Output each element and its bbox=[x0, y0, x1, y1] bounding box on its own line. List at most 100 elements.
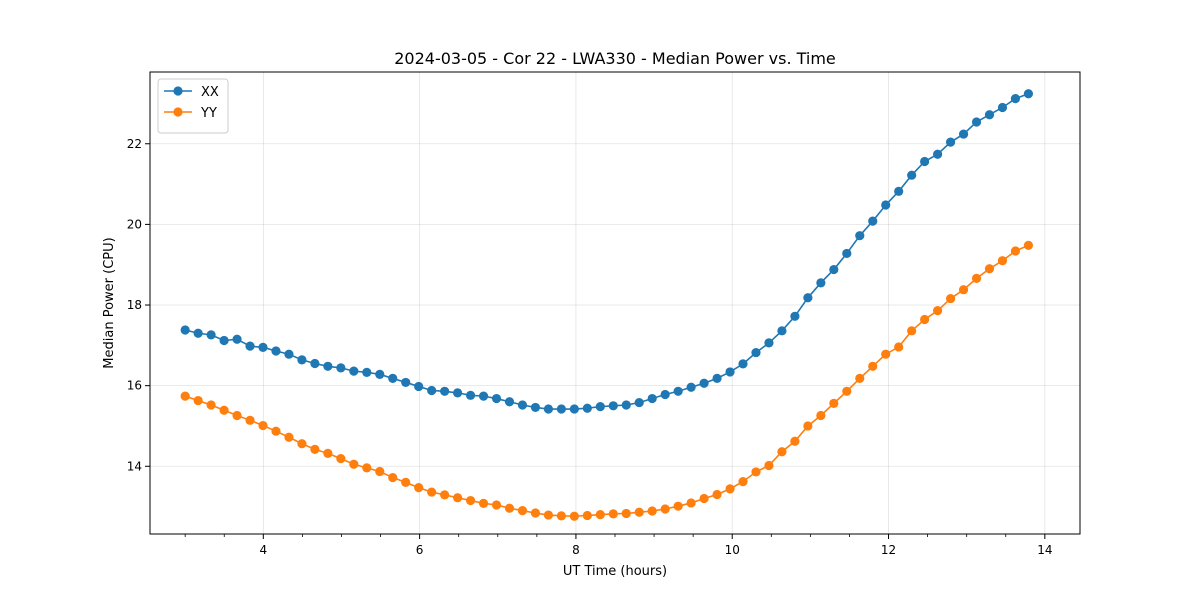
data-point-xx bbox=[349, 366, 359, 376]
data-point-xx bbox=[530, 402, 541, 413]
data-point-xx bbox=[699, 378, 709, 388]
data-point-yy bbox=[232, 410, 242, 421]
data-point-yy bbox=[401, 477, 411, 487]
data-point-yy bbox=[362, 463, 372, 473]
data-point-xx bbox=[375, 369, 385, 379]
data-point-yy bbox=[984, 264, 995, 274]
data-point-yy bbox=[881, 349, 891, 359]
data-point-yy bbox=[958, 285, 969, 295]
y-axis-label: Median Power (CPU) bbox=[102, 237, 117, 368]
data-point-xx bbox=[582, 403, 592, 413]
data-point-xx bbox=[388, 373, 398, 383]
data-point-xx bbox=[855, 231, 865, 241]
data-point-yy bbox=[323, 448, 333, 458]
data-point-xx bbox=[829, 264, 839, 275]
data-point-yy bbox=[414, 483, 424, 493]
data-point-xx bbox=[219, 335, 229, 346]
data-point-yy bbox=[453, 493, 463, 503]
x-tick-label: 8 bbox=[572, 543, 580, 557]
data-point-yy bbox=[945, 293, 956, 304]
data-point-xx bbox=[401, 377, 411, 388]
data-point-xx bbox=[556, 404, 566, 414]
y-tick-label: 20 bbox=[127, 217, 142, 231]
data-point-yy bbox=[271, 426, 281, 436]
data-point-yy bbox=[180, 391, 190, 401]
data-point-xx bbox=[232, 334, 242, 344]
data-point-yy bbox=[673, 501, 683, 511]
data-point-xx bbox=[738, 359, 748, 369]
data-point-xx bbox=[945, 137, 956, 147]
data-point-yy bbox=[634, 507, 644, 517]
data-point-xx bbox=[245, 341, 255, 351]
legend-label-yy: YY bbox=[200, 106, 217, 121]
data-point-xx bbox=[790, 311, 800, 321]
data-point-yy bbox=[997, 256, 1008, 266]
x-tick-label: 14 bbox=[1037, 543, 1052, 557]
data-point-yy bbox=[621, 508, 631, 519]
data-point-xx bbox=[686, 382, 696, 392]
data-point-yy bbox=[608, 509, 618, 519]
data-point-xx bbox=[660, 389, 670, 400]
data-point-yy bbox=[219, 405, 229, 415]
data-point-xx bbox=[180, 325, 190, 335]
data-point-xx bbox=[258, 342, 268, 352]
data-point-xx bbox=[453, 388, 463, 398]
data-point-yy bbox=[829, 398, 839, 408]
data-point-yy bbox=[349, 459, 359, 469]
legend-marker-xx bbox=[173, 86, 183, 96]
data-point-yy bbox=[569, 511, 579, 521]
x-axis: 4 6 8 10 12 14 bbox=[184, 534, 1052, 557]
data-point-xx bbox=[920, 156, 930, 167]
data-point-yy bbox=[816, 410, 826, 421]
data-point-yy bbox=[284, 432, 294, 442]
data-point-xx bbox=[543, 404, 554, 414]
data-point-xx bbox=[478, 391, 489, 401]
data-point-yy bbox=[868, 361, 878, 371]
y-tick-label: 16 bbox=[127, 379, 142, 393]
data-point-yy bbox=[803, 421, 813, 431]
data-point-yy bbox=[517, 506, 528, 516]
data-point-xx bbox=[894, 186, 904, 196]
data-point-yy bbox=[478, 498, 489, 508]
grid-lines bbox=[150, 72, 1080, 534]
data-point-xx bbox=[569, 404, 579, 414]
data-point-yy bbox=[336, 454, 346, 464]
data-point-yy bbox=[790, 436, 800, 446]
data-point-xx bbox=[984, 110, 995, 120]
data-point-yy bbox=[193, 395, 203, 406]
x-tick-label: 4 bbox=[259, 543, 267, 557]
data-point-yy bbox=[647, 506, 657, 516]
data-point-xx bbox=[933, 149, 943, 159]
data-point-yy bbox=[245, 415, 255, 425]
y-axis: 14 16 18 20 22 bbox=[127, 137, 150, 473]
data-point-xx bbox=[997, 102, 1008, 113]
data-point-xx bbox=[751, 347, 761, 358]
data-point-yy bbox=[933, 306, 943, 316]
data-point-yy bbox=[440, 490, 450, 500]
data-point-yy bbox=[206, 400, 216, 410]
data-point-yy bbox=[427, 487, 437, 497]
data-point-xx bbox=[842, 248, 852, 259]
data-point-yy bbox=[1023, 240, 1034, 250]
data-point-yy bbox=[894, 342, 904, 352]
data-point-xx bbox=[336, 363, 346, 373]
data-point-yy bbox=[855, 373, 865, 383]
data-point-yy bbox=[712, 489, 722, 500]
data-point-xx bbox=[310, 358, 320, 369]
data-point-yy bbox=[388, 472, 398, 483]
series-layer bbox=[180, 89, 1034, 521]
data-point-xx bbox=[1010, 94, 1021, 104]
data-point-yy bbox=[660, 504, 670, 514]
data-point-xx bbox=[907, 170, 917, 180]
data-point-xx bbox=[816, 278, 826, 288]
plot-area-frame bbox=[149, 71, 1081, 535]
data-point-xx bbox=[362, 367, 372, 377]
data-point-yy bbox=[258, 420, 268, 431]
data-point-yy bbox=[310, 444, 320, 454]
data-point-yy bbox=[738, 476, 748, 487]
y-tick-label: 14 bbox=[127, 459, 142, 473]
data-point-yy bbox=[751, 467, 761, 477]
data-point-yy bbox=[556, 511, 566, 521]
legend-marker-yy bbox=[173, 107, 183, 117]
